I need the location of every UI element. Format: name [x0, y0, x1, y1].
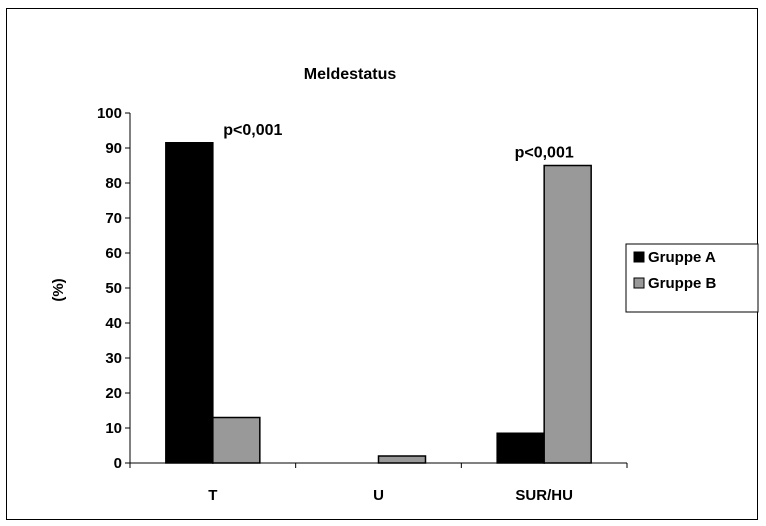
bars [165, 142, 592, 464]
p-value-annotation: p<0,001 [223, 122, 282, 139]
bar-gruppe-a-2 [496, 432, 545, 464]
y-tick-label: 30 [105, 350, 122, 367]
y-tick-label: 70 [105, 210, 122, 227]
y-tick-label: 50 [105, 280, 122, 297]
legend: Gruppe A Gruppe B [625, 243, 759, 313]
y-axis-label: (%) [50, 278, 67, 301]
y-axis-ticks: 0 10 20 30 40 50 60 70 80 90 100 [97, 105, 130, 472]
y-tick-label: 100 [97, 105, 122, 122]
legend-label: Gruppe A [648, 249, 716, 266]
legend-swatch [633, 277, 645, 289]
bar-gruppe-b-2 [543, 164, 592, 464]
y-tick-label: 0 [114, 455, 122, 472]
chart-title: Meldestatus [304, 66, 397, 83]
y-tick-label: 40 [105, 315, 122, 332]
y-tick-label: 90 [105, 140, 122, 157]
bar-gruppe-b-1 [377, 455, 427, 464]
x-tick-label: U [373, 487, 384, 504]
annotations: p<0,001 p<0,001 [223, 122, 574, 162]
x-tick-label: T [208, 487, 217, 504]
bar-gruppe-b-0 [212, 416, 261, 464]
y-tick-label: 20 [105, 385, 122, 402]
x-tick-label: SUR/HU [515, 487, 573, 504]
legend-box [625, 243, 759, 313]
y-tick-label: 10 [105, 420, 122, 437]
legend-label: Gruppe B [648, 275, 717, 292]
bar-gruppe-a-0 [165, 142, 214, 464]
x-axis-ticks: T U SUR/HU [129, 463, 628, 504]
legend-swatch [633, 251, 645, 263]
p-value-annotation: p<0,001 [515, 145, 574, 162]
y-tick-label: 80 [105, 175, 122, 192]
y-tick-label: 60 [105, 245, 122, 262]
